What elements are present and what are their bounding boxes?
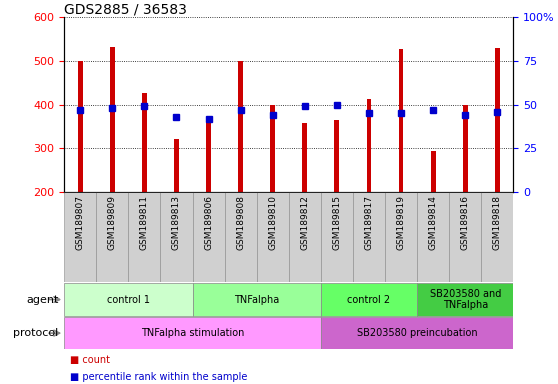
FancyBboxPatch shape xyxy=(64,192,97,282)
FancyBboxPatch shape xyxy=(193,283,321,316)
Text: SB203580 and
TNFalpha: SB203580 and TNFalpha xyxy=(430,289,501,310)
Text: ■ percentile rank within the sample: ■ percentile rank within the sample xyxy=(70,372,247,382)
Text: SB203580 preincubation: SB203580 preincubation xyxy=(357,328,478,338)
Bar xyxy=(238,61,243,192)
Bar xyxy=(463,105,468,192)
Text: GSM189807: GSM189807 xyxy=(76,195,85,250)
Bar xyxy=(78,61,83,192)
FancyBboxPatch shape xyxy=(64,283,193,316)
Text: GSM189814: GSM189814 xyxy=(429,195,437,250)
Bar xyxy=(142,93,147,192)
Text: TNFalpha stimulation: TNFalpha stimulation xyxy=(141,328,244,338)
FancyBboxPatch shape xyxy=(417,283,513,316)
FancyBboxPatch shape xyxy=(161,192,193,282)
Bar xyxy=(110,46,115,192)
Bar xyxy=(367,99,372,192)
FancyBboxPatch shape xyxy=(321,192,353,282)
FancyBboxPatch shape xyxy=(289,192,321,282)
Bar xyxy=(174,139,179,192)
FancyBboxPatch shape xyxy=(481,192,513,282)
Bar xyxy=(431,151,436,192)
FancyBboxPatch shape xyxy=(64,318,321,349)
Text: control 1: control 1 xyxy=(107,295,150,305)
FancyBboxPatch shape xyxy=(128,192,161,282)
FancyBboxPatch shape xyxy=(224,192,257,282)
Text: GSM189809: GSM189809 xyxy=(108,195,117,250)
Text: GSM189806: GSM189806 xyxy=(204,195,213,250)
Bar xyxy=(302,123,307,192)
FancyBboxPatch shape xyxy=(321,318,513,349)
Text: GSM189808: GSM189808 xyxy=(236,195,245,250)
Text: protocol: protocol xyxy=(13,328,59,338)
Text: GSM189812: GSM189812 xyxy=(300,195,309,250)
Text: agent: agent xyxy=(26,295,59,305)
FancyBboxPatch shape xyxy=(417,192,449,282)
Text: ■ count: ■ count xyxy=(70,355,110,365)
Bar xyxy=(270,105,275,192)
Text: GSM189815: GSM189815 xyxy=(333,195,341,250)
Text: GSM189810: GSM189810 xyxy=(268,195,277,250)
Text: TNFalpha: TNFalpha xyxy=(234,295,280,305)
Text: control 2: control 2 xyxy=(348,295,391,305)
Bar xyxy=(495,48,500,192)
FancyBboxPatch shape xyxy=(385,192,417,282)
Bar xyxy=(398,49,403,192)
FancyBboxPatch shape xyxy=(353,192,385,282)
Text: GDS2885 / 36583: GDS2885 / 36583 xyxy=(64,2,187,16)
Text: GSM189819: GSM189819 xyxy=(397,195,406,250)
Text: GSM189813: GSM189813 xyxy=(172,195,181,250)
Text: GSM189817: GSM189817 xyxy=(364,195,373,250)
Bar xyxy=(206,118,211,192)
FancyBboxPatch shape xyxy=(257,192,289,282)
FancyBboxPatch shape xyxy=(97,192,128,282)
Text: GSM189811: GSM189811 xyxy=(140,195,149,250)
FancyBboxPatch shape xyxy=(449,192,481,282)
Bar xyxy=(334,120,339,192)
FancyBboxPatch shape xyxy=(193,192,224,282)
FancyBboxPatch shape xyxy=(321,283,417,316)
Text: GSM189818: GSM189818 xyxy=(493,195,502,250)
Text: GSM189816: GSM189816 xyxy=(461,195,470,250)
